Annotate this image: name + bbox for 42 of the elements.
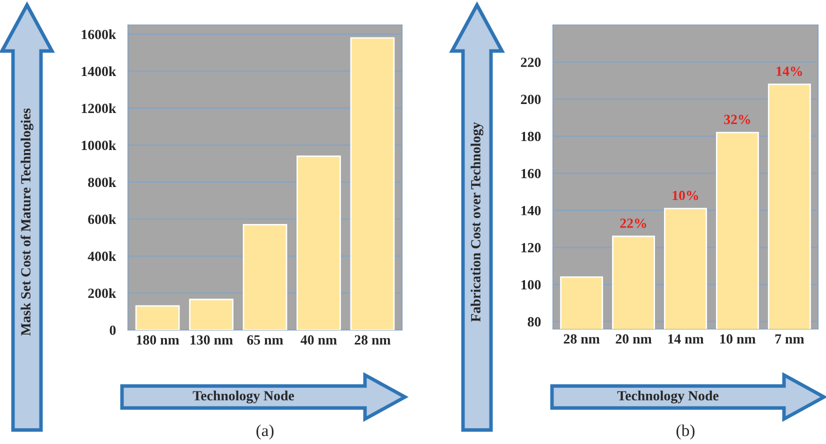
y-tick-label: 140 xyxy=(521,206,541,216)
x-axis-title: Technology Node xyxy=(192,390,294,404)
x-tick-label: 180 nm xyxy=(136,335,180,345)
x-tick-label: 28 nm xyxy=(354,335,391,345)
text: (a) xyxy=(256,424,274,440)
y-tick-label: 1000k xyxy=(82,140,116,150)
x-tick-label: 7 nm xyxy=(775,334,804,344)
y-tick-label: 160 xyxy=(521,168,541,178)
annotation: 32% xyxy=(724,114,750,124)
x-tick-label: 10 nm xyxy=(720,334,756,344)
y-tick-label: 180 xyxy=(521,132,541,142)
y-tick-label: 80 xyxy=(528,317,541,327)
annotation: 22% xyxy=(620,218,646,228)
annotation: 10% xyxy=(672,190,698,200)
bar xyxy=(296,156,341,330)
x-tick-label: 14 nm xyxy=(668,334,704,344)
y-tick-label: 100 xyxy=(521,280,541,290)
x-tick-label: 20 nm xyxy=(616,334,652,344)
x-tick-label: 40 nm xyxy=(300,335,337,345)
y-axis-title: Mask Set Cost of Mature Technologies xyxy=(20,108,34,336)
y-tick-label: 0 xyxy=(110,326,116,335)
y-tick-label: 800k xyxy=(88,177,116,188)
y-tick-label: 600k xyxy=(88,214,116,224)
y-tick-label: 1400k xyxy=(82,66,116,76)
y-tick-label: 200 xyxy=(520,94,541,104)
y-tick-label: 1200k xyxy=(82,103,116,114)
x-tick-label: 28 nm xyxy=(564,334,600,344)
x-axis-title: Technology Node xyxy=(617,390,719,404)
y-tick-label: 400k xyxy=(88,251,116,262)
y-tick-label: 120 xyxy=(521,243,541,252)
x-tick-label: 130 nm xyxy=(190,335,233,345)
bar xyxy=(242,224,288,330)
bar xyxy=(350,37,395,330)
y-axis-title: Fabrication Cost over Technology xyxy=(470,122,484,322)
text: (b) xyxy=(676,424,694,440)
y-tick-label: 220 xyxy=(520,58,541,68)
annotation: 14% xyxy=(776,66,802,76)
y-tick-label: 200k xyxy=(88,288,116,298)
bar xyxy=(135,305,180,330)
y-tick-label: 1600k xyxy=(82,29,116,40)
x-tick-label: 65 nm xyxy=(247,335,284,345)
bar xyxy=(189,298,234,330)
